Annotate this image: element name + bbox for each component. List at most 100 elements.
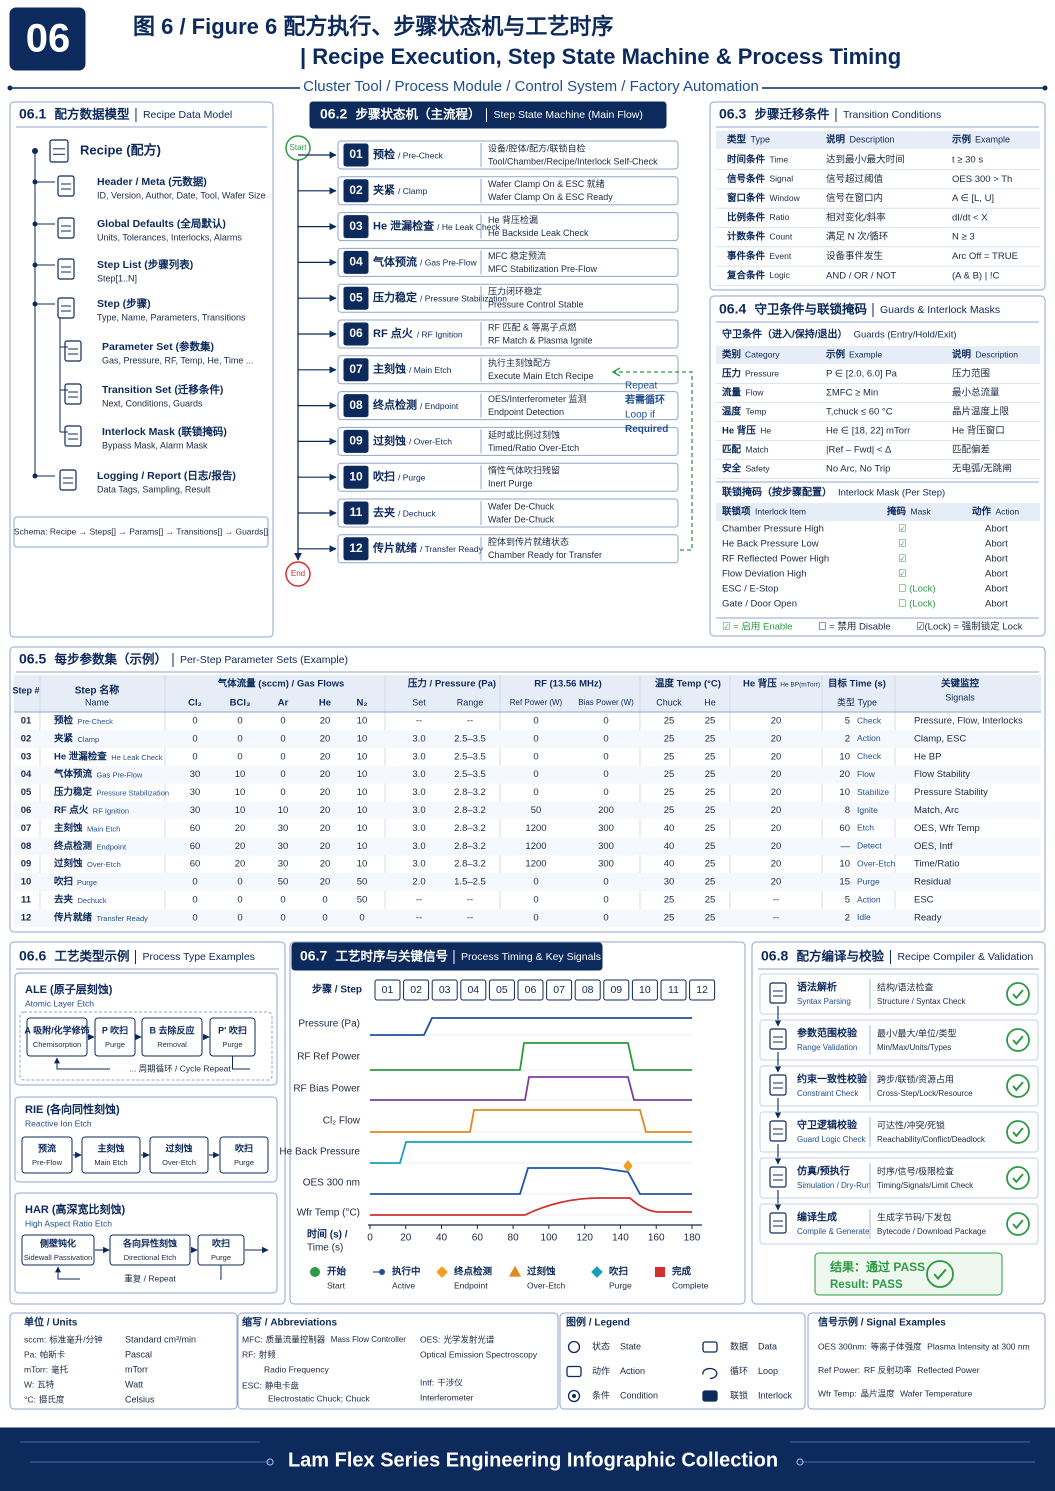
guard-desc: 匹配偏差 xyxy=(952,444,990,456)
step-desc: Wafer Clamp On & ESC 就绪 xyxy=(488,178,605,189)
type-name: HAR (高深宽比刻蚀) xyxy=(25,1202,126,1216)
step-name: 吹扫 xyxy=(373,469,395,483)
param-cell: 0 xyxy=(603,751,608,762)
type-name: ALE (原子层刻蚀) xyxy=(25,982,113,996)
step-number-box xyxy=(343,322,369,346)
process-step-en: Main Etch xyxy=(94,1158,127,1167)
step-box xyxy=(337,391,679,421)
param-cell: 50 xyxy=(531,805,542,816)
guard-example: P ∈ [2.0, 6.0] Pa xyxy=(826,369,898,380)
param-name-en: Endpoint xyxy=(97,842,128,851)
section-title-en: Transition Conditions xyxy=(843,109,941,121)
param-cell: 25 xyxy=(664,895,675,906)
validation-desc: 跨步/联锁/资源占用 xyxy=(877,1073,954,1084)
step-desc: MFC 稳定预流 xyxy=(488,250,546,261)
abbr-key: OES: xyxy=(420,1334,440,1344)
param-cell: 0 xyxy=(192,895,197,906)
param-cell: 0 xyxy=(192,733,197,744)
table-header-band xyxy=(716,346,1040,364)
x-tick-label: 140 xyxy=(612,1233,629,1244)
param-cell: -- xyxy=(467,895,473,906)
guard-desc: 最小总流量 xyxy=(952,387,1000,399)
interlock-item: ESC / E-Stop xyxy=(722,584,779,595)
panel xyxy=(9,101,274,638)
step-desc-en: Timed/Ratio Over-Etch xyxy=(488,443,579,453)
step-desc-en: Chamber Ready for Transfer xyxy=(488,550,602,560)
param-name-en: Clamp xyxy=(78,735,100,744)
validation-name: 语法解析 xyxy=(797,981,837,994)
param-cell: 0 xyxy=(359,912,364,923)
timing-step-box xyxy=(403,979,430,1001)
param-cell: 25 xyxy=(664,733,675,744)
row-example: N ≥ 3 xyxy=(952,232,975,243)
step-desc: 腔体到传片就绪状态 xyxy=(488,536,569,547)
interlock-mask: ☑ xyxy=(898,539,907,550)
row-example: (A & B) | !C xyxy=(952,270,999,281)
tree-item-desc: Next, Conditions, Guards xyxy=(102,398,203,408)
section-title: 守卫条件与联锁掩码 xyxy=(754,301,867,316)
column-header: 示例 xyxy=(952,134,971,146)
step-name: 去夹 xyxy=(373,505,395,519)
param-cell: 60 xyxy=(839,823,850,834)
step-desc-en: He Backside Leak Check xyxy=(488,228,589,238)
param-cell: 2.8–3.2 xyxy=(454,859,486,870)
param-cell: 50 xyxy=(357,877,368,888)
unit-key: sccm: xyxy=(24,1334,46,1344)
check-mark xyxy=(933,1268,947,1281)
signal-trace xyxy=(370,1076,692,1101)
signal-label: He Back Pressure xyxy=(279,1147,360,1158)
timing-step-box xyxy=(517,979,544,1001)
tree-dot xyxy=(32,262,38,268)
process-step xyxy=(149,1136,209,1174)
validation-desc: 时序/信号/极限检查 xyxy=(877,1165,954,1176)
tree-item-title: Step List (步骤列表) xyxy=(97,258,193,271)
param-cell: 40 xyxy=(664,841,675,852)
unit-cn: 摄氏度 xyxy=(39,1394,65,1404)
step-box xyxy=(337,426,679,456)
step-name-en: / Dechuck xyxy=(398,508,437,518)
step-box xyxy=(337,283,679,313)
tree-item-desc: ID, Version, Author, Date, Tool, Wafer S… xyxy=(97,190,266,200)
section-title: 步骤状态机（主流程） xyxy=(355,106,480,121)
param-cell: 30 xyxy=(278,841,289,852)
row-desc: 设备事件发生 xyxy=(826,250,884,262)
param-cell: 0 xyxy=(533,769,538,780)
param-cell: 0 xyxy=(533,733,538,744)
column-header: Bias Power (W) xyxy=(578,698,634,707)
param-cell: 1200 xyxy=(525,859,546,870)
step-desc-en: Tool/Chamber/Recipe/Interlock Self-Check xyxy=(488,156,658,166)
legend-en: Loop xyxy=(758,1366,778,1376)
column-header: N₂ xyxy=(356,698,367,709)
param-cell: 10 xyxy=(357,733,368,744)
signal-key: Ref Power: xyxy=(818,1365,860,1375)
guard-category-en: Pressure xyxy=(745,368,779,378)
validation-name: 参数范围校验 xyxy=(797,1027,858,1040)
type-sub: Reactive Ion Etch xyxy=(25,1118,92,1128)
param-cell: 25 xyxy=(705,716,716,727)
legend-icon xyxy=(567,1340,581,1354)
param-cell: — xyxy=(841,841,851,852)
row-desc: 相对变化/斜率 xyxy=(826,211,886,223)
row-type-en: Ratio xyxy=(770,212,790,222)
param-cell: 20 xyxy=(320,841,331,852)
timing-step-box xyxy=(431,979,458,1001)
step-desc: 执行主刻蚀配方 xyxy=(488,357,551,368)
validation-name-en: Constraint Check xyxy=(797,1089,859,1098)
param-cell: 2 xyxy=(845,733,850,744)
timing-step-number: 08 xyxy=(582,984,594,996)
type-frame xyxy=(14,972,278,1086)
loop-label: 若需循环 xyxy=(624,393,665,406)
validation-row xyxy=(759,1065,1039,1107)
group-header: 压力 / Pressure (Pa) xyxy=(408,678,496,690)
legend-icon xyxy=(702,1390,718,1402)
badge xyxy=(9,7,86,71)
column-header-en: Action xyxy=(996,506,1020,516)
icon xyxy=(769,1212,787,1234)
param-cell: 25 xyxy=(705,769,716,780)
section-title: 每步参数集（示例） xyxy=(54,651,167,666)
param-cell: 10 xyxy=(357,769,368,780)
check-circle xyxy=(1006,1212,1030,1236)
timing-step-number: 12 xyxy=(696,984,708,996)
param-name: 过刻蚀 xyxy=(54,858,83,870)
interlock-mask: ☐ (Lock) xyxy=(898,599,936,610)
